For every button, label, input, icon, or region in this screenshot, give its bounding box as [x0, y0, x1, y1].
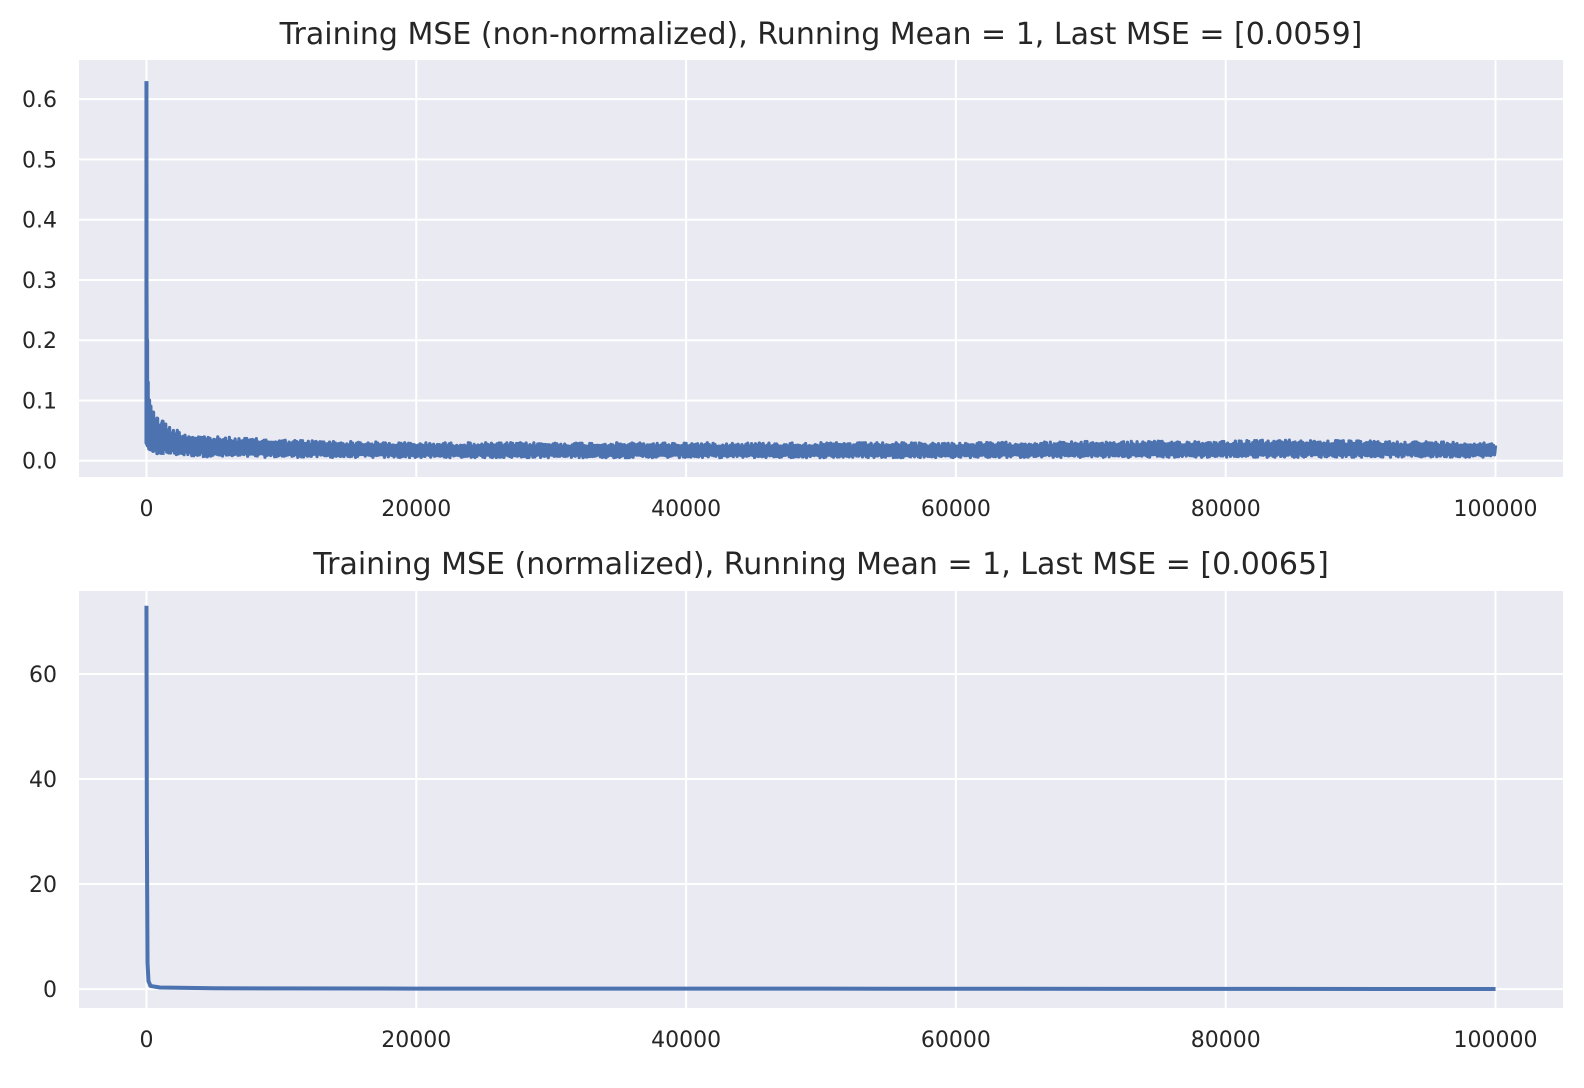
x-tick-label: 0	[139, 1028, 153, 1053]
x-tick-label: 20000	[381, 1028, 451, 1053]
x-tick-label: 60000	[921, 497, 991, 522]
chart-title: Training MSE (normalized), Running Mean …	[312, 547, 1329, 582]
plot-area	[79, 60, 1563, 477]
x-tick-label: 80000	[1191, 497, 1261, 522]
x-tick-label: 100000	[1454, 1028, 1538, 1053]
y-tick-label: 0.5	[22, 148, 57, 173]
y-tick-label: 60	[29, 663, 57, 688]
y-tick-label: 40	[29, 768, 57, 793]
bottom-chart-panel: Training MSE (normalized), Running Mean …	[29, 547, 1563, 1053]
x-tick-label: 0	[139, 497, 153, 522]
y-tick-label: 0.0	[22, 450, 57, 475]
y-tick-label: 20	[29, 873, 57, 898]
y-tick-label: 0	[43, 978, 57, 1003]
top-chart-panel: Training MSE (non-normalized), Running M…	[22, 17, 1563, 522]
x-tick-label: 100000	[1454, 497, 1538, 522]
y-tick-label: 0.2	[22, 329, 57, 354]
x-tick-label: 40000	[651, 497, 721, 522]
y-tick-label: 0.1	[22, 389, 57, 414]
y-tick-label: 0.6	[22, 88, 57, 113]
x-tick-label: 80000	[1191, 1028, 1261, 1053]
x-tick-label: 40000	[651, 1028, 721, 1053]
chart-title: Training MSE (non-normalized), Running M…	[279, 17, 1363, 52]
plot-area	[79, 591, 1563, 1008]
series-line	[144, 140, 1498, 460]
y-tick-label: 0.4	[22, 209, 57, 234]
x-tick-label: 60000	[921, 1028, 991, 1053]
x-tick-label: 20000	[381, 497, 451, 522]
series-line	[144, 605, 1496, 992]
y-tick-label: 0.3	[22, 269, 57, 294]
